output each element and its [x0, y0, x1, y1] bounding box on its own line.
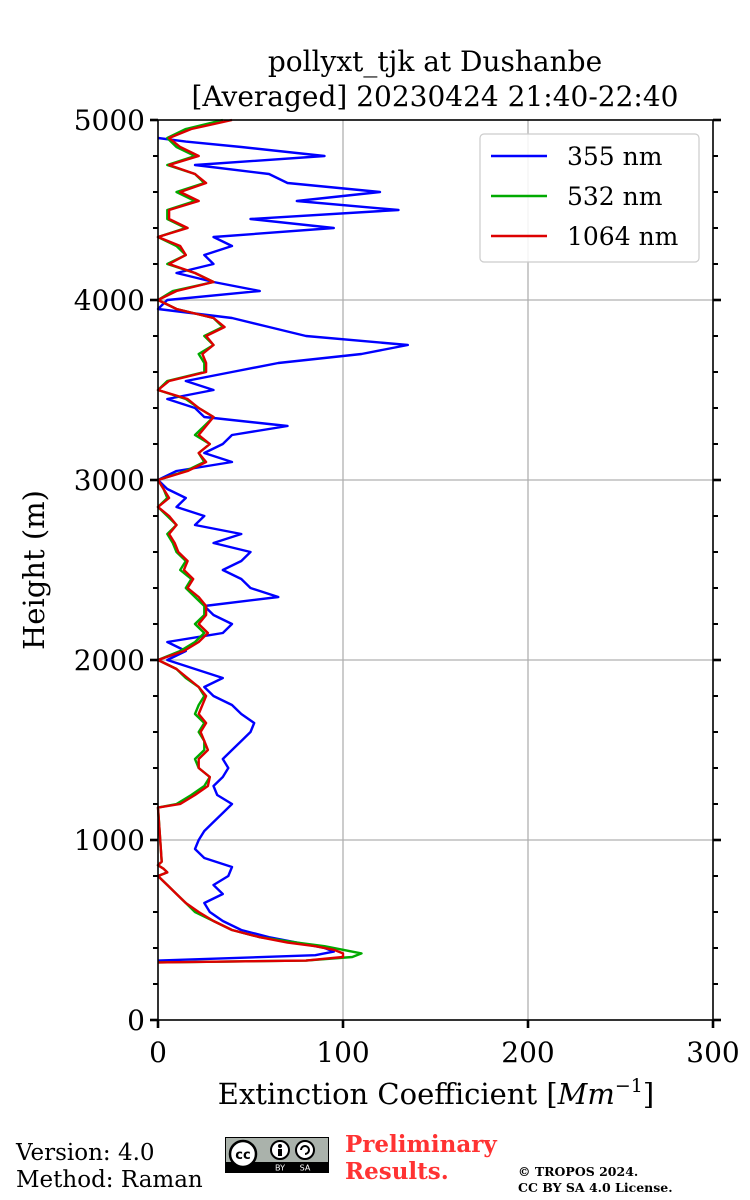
y-tick-label: 2000	[74, 644, 145, 677]
badge-by-label: BY	[275, 1164, 285, 1173]
y-tick-labels: 0 1000 2000 3000 4000 5000	[74, 104, 145, 1037]
y-tick-label: 5000	[74, 104, 145, 137]
preliminary-label-line2: Results.	[345, 1158, 449, 1185]
x-tick-label: 300	[686, 1036, 739, 1069]
series-layer	[156, 118, 409, 964]
series-line-355-nm	[156, 136, 409, 962]
x-tick-labels: 0 100 200 300	[149, 1036, 740, 1069]
extinction-profile-chart: pollyxt_tjk at Dushanbe [Averaged] 20230…	[17, 45, 740, 1111]
legend-label: 355 nm	[567, 142, 663, 171]
cc-by-sa-badge-icon: cc BY SA	[225, 1137, 329, 1173]
x-axis-label: Extinction Coefficient [Mm−1]	[218, 1075, 654, 1111]
svg-text:cc: cc	[235, 1148, 250, 1163]
legend-label: 1064 nm	[567, 222, 679, 251]
copyright-line1: © TROPOS 2024.	[518, 1164, 639, 1179]
y-tick-label: 0	[127, 1004, 145, 1037]
series-line-1064-nm	[156, 118, 345, 964]
legend-box	[479, 133, 700, 263]
copyright-line2: CC BY SA 4.0 License.	[518, 1180, 673, 1195]
x-tick-label: 100	[316, 1036, 369, 1069]
badge-sa-label: SA	[300, 1164, 311, 1173]
x-tick-label: 200	[501, 1036, 554, 1069]
y-tick-label: 3000	[74, 464, 145, 497]
grid-lines	[158, 120, 713, 1020]
chart-subtitle: [Averaged] 20230424 21:40-22:40	[192, 80, 679, 113]
axis-ticks	[150, 118, 721, 1028]
y-tick-label: 4000	[74, 284, 145, 317]
y-tick-label: 1000	[74, 824, 145, 857]
plot-frame	[157, 119, 714, 1021]
chart-title: pollyxt_tjk at Dushanbe	[268, 45, 602, 78]
legend: 355 nm 532 nm 1064 nm	[479, 133, 700, 263]
method-text: Method: Raman	[16, 1167, 203, 1193]
y-axis-label: Height (m)	[17, 490, 51, 650]
version-text: Version: 4.0	[16, 1140, 155, 1166]
legend-label: 532 nm	[567, 182, 663, 211]
series-line-532-nm	[156, 118, 363, 964]
preliminary-label-line1: Preliminary	[345, 1131, 497, 1158]
x-tick-label: 0	[149, 1036, 167, 1069]
